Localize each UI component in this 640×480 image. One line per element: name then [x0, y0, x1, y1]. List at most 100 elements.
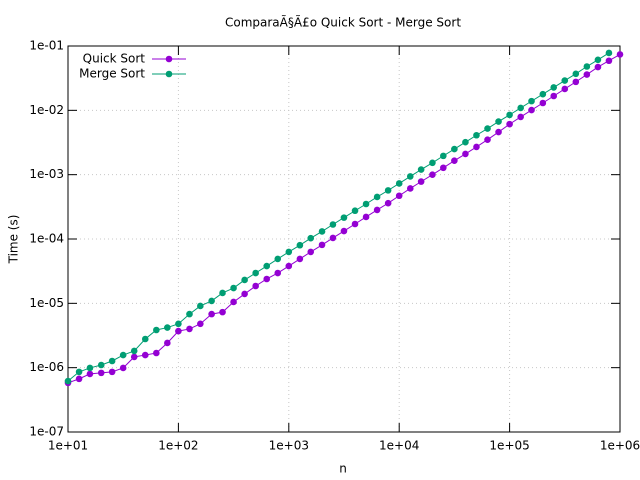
- data-point: [208, 310, 215, 318]
- data-point: [462, 138, 469, 146]
- data-point: [605, 49, 613, 57]
- legend-marker: [165, 70, 173, 78]
- data-point: [373, 206, 381, 214]
- data-point: [484, 136, 491, 143]
- data-point: [616, 51, 624, 58]
- data-point: [208, 297, 215, 305]
- data-point: [417, 178, 425, 185]
- data-point: [263, 275, 271, 283]
- data-point: [86, 364, 94, 372]
- data-point: [384, 199, 392, 207]
- data-point: [406, 185, 414, 192]
- y-tick-label: 1e-02: [29, 103, 64, 117]
- data-point: [506, 111, 513, 119]
- data-point: [285, 262, 293, 270]
- data-point: [164, 324, 171, 331]
- data-point: [440, 152, 447, 160]
- data-point: [429, 159, 436, 167]
- data-point: [186, 325, 193, 333]
- x-tick-label: 1e+02: [158, 439, 198, 453]
- data-point: [329, 221, 337, 228]
- data-point: [274, 255, 282, 263]
- data-point: [285, 248, 293, 256]
- data-point: [274, 269, 282, 277]
- data-point: [583, 63, 591, 70]
- data-point: [219, 308, 226, 316]
- data-point: [296, 255, 304, 263]
- data-point: [373, 193, 381, 201]
- data-point: [550, 84, 558, 91]
- data-point: [175, 327, 182, 335]
- data-point: [550, 92, 558, 100]
- data-point: [440, 164, 447, 172]
- data-point: [230, 298, 237, 306]
- data-point: [539, 90, 547, 98]
- data-point: [119, 351, 127, 359]
- data-point: [451, 145, 458, 153]
- data-point: [318, 241, 326, 249]
- data-point: [241, 276, 248, 284]
- data-point: [307, 248, 315, 256]
- x-tick-label: 1e+04: [379, 439, 419, 453]
- data-point: [406, 173, 414, 180]
- chart-title: ComparaÃ§Ã£o Quick Sort - Merge Sort: [225, 15, 461, 30]
- data-point: [384, 187, 392, 194]
- y-axis-label: Time (s): [7, 215, 21, 265]
- data-point: [484, 125, 491, 132]
- data-point: [252, 282, 259, 290]
- data-point: [451, 157, 458, 164]
- data-point: [296, 241, 304, 249]
- data-point: [318, 228, 326, 235]
- data-point: [153, 326, 160, 334]
- x-tick-label: 1e+06: [600, 439, 640, 453]
- data-point: [561, 77, 569, 84]
- data-point: [473, 131, 480, 139]
- data-point: [197, 320, 204, 328]
- data-point: [528, 106, 535, 114]
- y-tick-label: 1e-04: [29, 232, 64, 246]
- data-point: [186, 310, 193, 318]
- data-point: [561, 85, 569, 93]
- x-axis-label: n: [339, 462, 347, 476]
- data-point: [164, 339, 171, 347]
- data-point: [506, 120, 513, 128]
- data-point: [473, 143, 480, 151]
- data-point: [119, 364, 127, 372]
- data-point: [130, 347, 138, 355]
- data-point: [395, 192, 403, 200]
- data-point: [97, 361, 105, 369]
- data-point: [197, 302, 204, 310]
- data-point: [605, 57, 613, 65]
- data-point: [495, 118, 502, 125]
- data-point: [351, 207, 359, 215]
- x-tick-label: 1e+01: [48, 439, 88, 453]
- data-point: [64, 377, 72, 385]
- legend-label: Merge Sort: [79, 67, 145, 81]
- data-point: [130, 353, 138, 361]
- data-point: [340, 214, 348, 221]
- data-point: [141, 335, 149, 343]
- data-point: [252, 269, 259, 277]
- data-point: [263, 262, 271, 270]
- data-point: [583, 71, 591, 78]
- data-point: [495, 128, 502, 136]
- y-tick-label: 1e-06: [29, 360, 64, 374]
- y-tick-label: 1e-03: [29, 167, 64, 181]
- data-point: [75, 368, 83, 376]
- data-point: [429, 171, 436, 178]
- data-point: [141, 351, 149, 359]
- data-point: [241, 290, 248, 298]
- data-point: [340, 227, 348, 235]
- data-point: [572, 70, 580, 78]
- data-point: [75, 375, 83, 383]
- plot-border: [67, 45, 621, 433]
- data-point: [108, 368, 116, 376]
- y-tick-label: 1e-07: [29, 425, 64, 439]
- data-point: [153, 349, 160, 357]
- x-tick-label: 1e+05: [489, 439, 529, 453]
- data-point: [462, 150, 469, 158]
- y-tick-label: 1e-05: [29, 296, 64, 310]
- legend-label: Quick Sort: [83, 52, 146, 66]
- data-point: [517, 113, 524, 121]
